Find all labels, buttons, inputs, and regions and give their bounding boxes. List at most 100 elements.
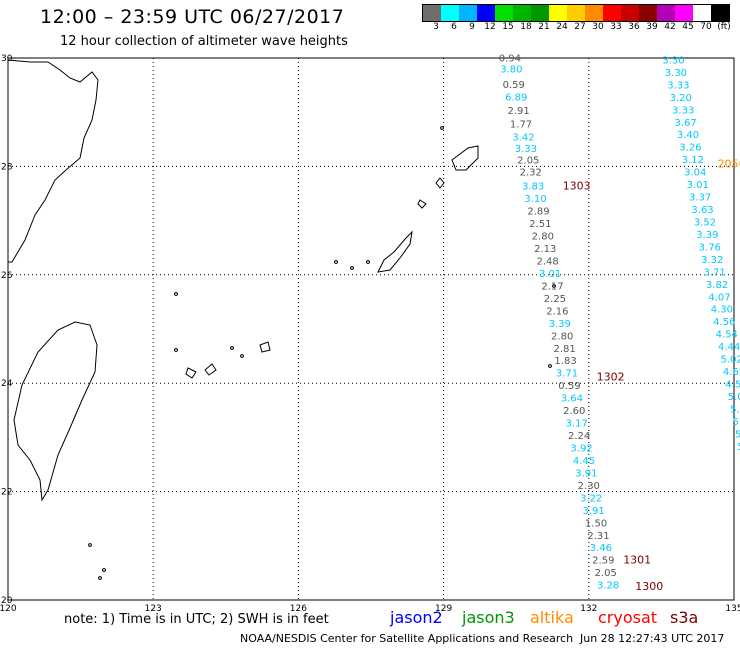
track2-swh-value: 5.02 [720,355,740,366]
track2-swh-value: 4.07 [708,292,730,303]
track1-swh-value: 2.24 [568,431,590,442]
island [174,348,178,352]
track1-swh-value: 3.91 [575,468,597,479]
coastline [13,321,98,502]
track1-swh-value: 2.30 [578,481,600,492]
track2-swh-value: 3.39 [696,230,718,241]
lon-tick-label: 132 [580,604,597,614]
island [240,354,244,358]
colorbar-label: 39 [646,22,658,32]
track2-swh-value: 3.76 [699,242,721,253]
track1-swh-value: 2.60 [563,406,585,417]
colorbar-label: 3 [433,22,439,32]
footer-credit: NOAA/NESDIS Center for Satellite Applica… [240,632,574,645]
colorbar-swatch [441,5,459,21]
island [334,260,338,264]
track1-swh-value: 3.17 [566,419,588,430]
island [98,576,102,580]
lat-tick-label: 28 [1,162,13,172]
track1-swh-value: 1.77 [510,119,532,130]
track1-swh-value: 2.25 [544,294,566,305]
colorbar-swatch [423,5,441,21]
island [102,568,106,572]
lon-tick-label: 120 [0,604,17,614]
track1-swh-value: 3.83 [522,182,544,193]
coastline [259,341,271,353]
track1-time-label: 1303 [563,180,591,193]
colorbar-label: 12 [484,22,496,32]
lon-tick-label: 129 [435,604,452,614]
colorbar-label: 27 [574,22,586,32]
track1-swh-value: 0.59 [503,80,525,91]
colorbar-swatch [693,5,711,21]
track1-swh-value: 2.05 [595,568,617,579]
track1-swh-value: 3.01 [539,269,561,280]
lon-tick-label: 126 [290,604,307,614]
colorbar-label: (ft) [717,22,731,32]
island [552,284,556,288]
colorbar-label: 18 [520,22,532,32]
lat-tick-label: 20 [1,596,13,606]
track1-swh-value: 2.48 [537,257,559,268]
colorbar-label: 36 [628,22,640,32]
colorbar-label: 9 [469,22,475,32]
track1-time-label: 1301 [623,554,651,567]
island [548,364,552,368]
track2-swh-value: 3.67 [674,118,696,129]
island [440,126,444,130]
track1-swh-value: 0.94 [499,53,521,64]
track2-swh-value: 3.63 [691,205,713,216]
track2-swh-value: 3.52 [694,217,716,228]
footer-note: note: 1) Time is in UTC; 2) SWH is in fe… [64,612,329,627]
track2-swh-value: 4.44 [718,342,740,353]
island [230,346,234,350]
track2-swh-value: 4.54 [716,330,738,341]
track2-swh-value: 3.40 [677,130,699,141]
track2-swh-value: 3.37 [689,193,711,204]
coastline [435,177,445,189]
track2-swh-value: 4.56 [713,317,735,328]
track1-swh-value: 3.91 [583,506,605,517]
colorbar-swatch [495,5,513,21]
satellite-legend-s3a: s3a [670,608,699,627]
track2-swh-value: 4.55 [725,380,740,391]
colorbar-swatch [711,5,729,21]
satellite-legend-cryosat: cryosat [598,608,658,627]
track1-time-label: 1302 [597,370,625,383]
coastline [185,367,197,379]
track1-swh-value: 2.05 [517,156,539,167]
track2-swh-value: 3.30 [662,55,684,66]
colorbar-label: 24 [556,22,568,32]
track1-swh-value: 2.31 [587,531,609,542]
satellite-legend-jason2: jason2 [390,608,443,627]
track2-swh-value: 3.30 [665,68,687,79]
colorbar-swatch [477,5,495,21]
track2-swh-value: 5.69 [733,417,740,428]
colorbar-swatch [657,5,675,21]
page-subtitle: 12 hour collection of altimeter wave hei… [60,34,348,49]
track2-swh-value: 3.33 [667,80,689,91]
satellite-legend-altika: altika [530,608,574,627]
map-frame [7,57,735,601]
track1-swh-value: 1.50 [585,518,607,529]
lat-tick-label: 22 [1,488,12,498]
track1-swh-value: 4.45 [573,456,595,467]
track1-swh-value: 2.80 [532,232,554,243]
track1-swh-value: 2.89 [527,207,549,218]
track1-swh-value: 3.22 [580,493,602,504]
footer-timestamp: Jun 28 12:27:43 UTC 2017 [580,632,725,645]
track2-swh-value: 3.01 [687,180,709,191]
lat-tick-label: 24 [1,379,13,389]
track1-swh-value: 2.16 [546,306,568,317]
track1-swh-value: 2.51 [529,219,551,230]
lon-tick-label: 135 [725,604,740,614]
track1-swh-value: 2.91 [507,106,529,117]
track2-swh-value: 5.06 [728,392,740,403]
coastline [377,230,413,273]
track1-swh-value: 3.33 [515,144,537,155]
track1-swh-value: 3.10 [524,194,546,205]
colorbar-label: 33 [610,22,622,32]
colorbar-label: 30 [592,22,604,32]
track2-swh-value: 3.20 [670,93,692,104]
colorbar-label: 70 [700,22,712,32]
